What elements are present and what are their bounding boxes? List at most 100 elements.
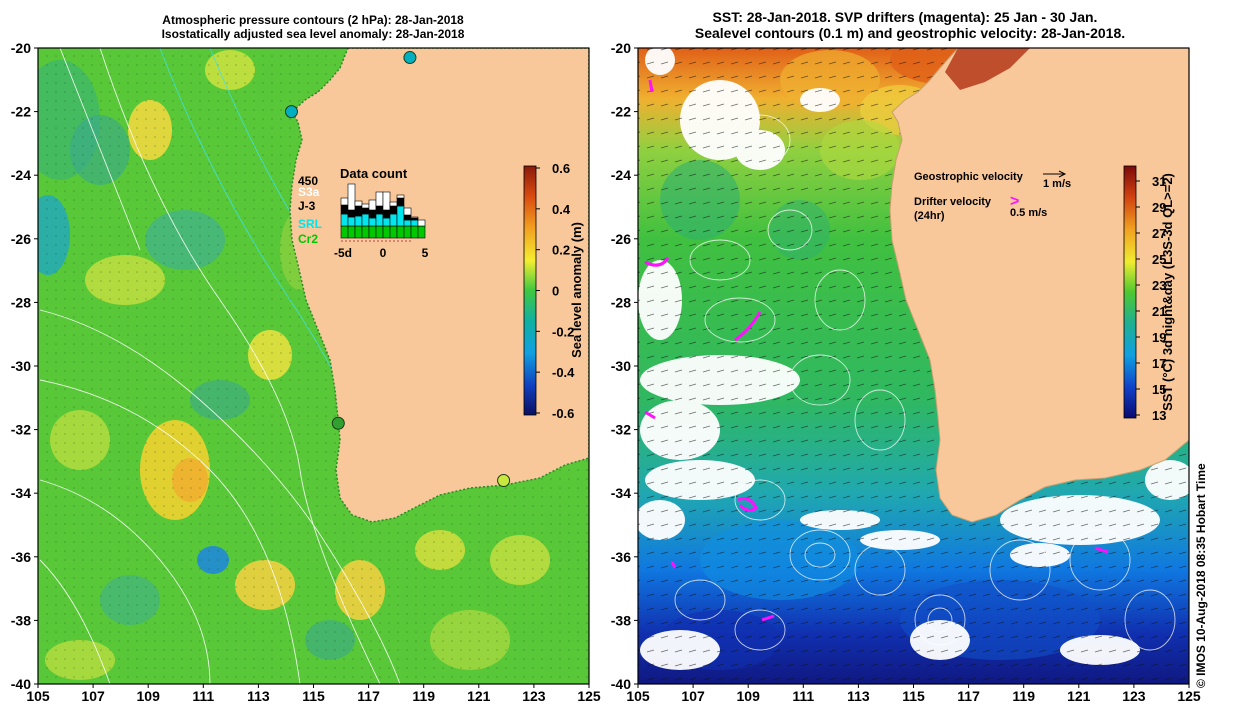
right-ytick-label: -32 — [611, 422, 631, 438]
left-xtick-label: 109 — [137, 688, 161, 704]
sst-colorbar-tick-label: 15 — [1152, 382, 1166, 397]
left-x-axis: 105 107 109 111 113 115 117 119 121 123 125 — [26, 684, 601, 704]
right-xtick-label: 109 — [737, 688, 761, 704]
right-ytick-label: -30 — [611, 358, 631, 374]
left-xtick-label: 111 — [192, 688, 214, 704]
geo-velocity-scale: 1 m/s — [1043, 178, 1071, 190]
left-ytick-label: -38 — [11, 612, 31, 628]
left-xtick-label: 107 — [81, 688, 105, 704]
data-count-xtick-1: 0 — [380, 246, 387, 260]
svp-drifter-tracks — [644, 79, 1109, 622]
right-map-area: Geostrophic velocity 1 m/s Drifter veloc… — [638, 48, 1189, 684]
australia-landmass-right — [889, 48, 1189, 523]
sst-colorbar-tick-label: 31 — [1152, 174, 1166, 189]
right-ytick-label: -34 — [611, 485, 631, 501]
tide-gauge-marker — [284, 105, 298, 119]
sst-colorbar-ticks: 31 29 27 25 23 21 19 17 15 13 — [1136, 174, 1166, 423]
left-ytick-label: -40 — [11, 676, 31, 692]
right-ytick-label: -24 — [611, 167, 631, 183]
sst-colorbar: 31 29 27 25 23 21 19 17 15 13 SST (°C) 3d night&d… — [1123, 165, 1175, 423]
sst-colorbar-tick-label: 25 — [1152, 252, 1166, 267]
tide-gauge-marker — [331, 416, 345, 430]
left-ytick-label: -30 — [11, 358, 31, 374]
right-xtick-label: 117 — [957, 688, 980, 704]
legend-j3: J-3 — [298, 199, 316, 213]
sla-colorbar-tick-label: 0.6 — [552, 161, 570, 176]
left-ytick-label: -24 — [11, 167, 31, 183]
left-xtick-label: 125 — [577, 688, 601, 704]
sla-colorbar: 0.6 0.4 0.2 0 -0.2 -0.4 -0.6 Sea level anomaly… — [523, 161, 584, 421]
right-xtick-label: 113 — [847, 688, 870, 704]
data-count-bars — [340, 183, 426, 239]
sla-colorbar-tick-label: -0.6 — [552, 406, 574, 421]
data-count-max: 450 — [298, 174, 318, 188]
data-count-inset: Data count 450 S3a J-3 SRL Cr2 — [298, 166, 429, 260]
geo-velocity-label: Geostrophic velocity — [914, 171, 1024, 183]
legend-srl: SRL — [298, 217, 322, 231]
right-xtick-label: 111 — [792, 688, 814, 704]
right-y-axis: -20 -22 -24 -26 -28 -30 -32 -34 -36 -38 -40 — [611, 40, 638, 692]
right-ytick-label: -26 — [611, 231, 631, 247]
left-xtick-label: 121 — [467, 688, 491, 704]
tide-gauge-marker — [497, 473, 511, 487]
australia-landmass — [289, 48, 589, 523]
tide-gauge-markers — [284, 51, 511, 487]
legend-cr2: Cr2 — [298, 232, 318, 246]
data-count-title: Data count — [340, 166, 408, 181]
left-xtick-label: 123 — [522, 688, 546, 704]
right-xtick-label: 105 — [626, 688, 650, 704]
left-panel: Atmospheric pressure contours (2 hPa): 2… — [11, 13, 601, 704]
legend-s3a: S3a — [298, 185, 320, 199]
left-ytick-label: -34 — [11, 485, 31, 501]
left-title-line1: Atmospheric pressure contours (2 hPa): 2… — [162, 13, 464, 27]
right-ytick-label: -38 — [611, 612, 631, 628]
sla-colorbar-ticks: 0.6 0.4 0.2 0 -0.2 -0.4 -0.6 — [536, 161, 575, 421]
sst-colorbar-label: SST (°C) 3d night&day (L3S-3d QL>=2) — [1160, 173, 1175, 411]
sea-level-contours — [674, 114, 1176, 651]
right-title-line2: Sealevel contours (0.1 m) and geostrophi… — [695, 25, 1125, 41]
sla-colorbar-tick-label: 0 — [552, 284, 559, 299]
left-ytick-label: -22 — [11, 104, 31, 120]
left-map-area: Data count 450 S3a J-3 SRL Cr2 — [38, 48, 589, 684]
left-ytick-label: -26 — [11, 231, 31, 247]
left-xtick-label: 113 — [247, 688, 270, 704]
right-title-line1: SST: 28-Jan-2018. SVP drifters (magenta)… — [713, 9, 1098, 25]
left-ytick-label: -36 — [11, 549, 31, 565]
right-ytick-label: -36 — [611, 549, 631, 565]
red-coast-region — [945, 48, 1030, 90]
left-xtick-label: 105 — [26, 688, 50, 704]
sla-colorbar-tick-label: -0.4 — [552, 365, 575, 380]
drifter-velocity-label: Drifter velocity — [914, 196, 992, 208]
sst-colorbar-tick-label: 17 — [1152, 356, 1166, 371]
sst-colorbar-tick-label: 19 — [1152, 330, 1166, 345]
sst-colorbar-tick-label: 21 — [1152, 304, 1166, 319]
left-ytick-label: -32 — [11, 422, 31, 438]
sla-colorbar-gradient — [523, 165, 537, 416]
tide-gauge-marker — [403, 51, 417, 65]
drifter-velocity-scale: 0.5 m/s — [1010, 207, 1047, 219]
drifter-velocity-sub: (24hr) — [914, 210, 945, 222]
sst-colorbar-tick-label: 29 — [1152, 200, 1166, 215]
velocity-legend: Geostrophic velocity 1 m/s Drifter veloc… — [914, 170, 1071, 222]
imos-credit: © IMOS 10-Aug-2018 08:35 Hobart Time — [1194, 463, 1208, 688]
right-xtick-label: 123 — [1122, 688, 1146, 704]
sst-colorbar-tick-label: 13 — [1152, 408, 1166, 423]
data-count-xtick-0: -5d — [334, 246, 352, 260]
right-panel: SST: 28-Jan-2018. SVP drifters (magenta)… — [611, 9, 1201, 704]
pressure-contours — [39, 48, 401, 684]
geo-velocity-arrowhead — [1058, 170, 1067, 178]
right-xtick-label: 115 — [902, 688, 925, 704]
right-xtick-label: 125 — [1177, 688, 1201, 704]
left-ytick-label: -28 — [11, 294, 31, 310]
sst-colorbar-tick-label: 23 — [1152, 278, 1166, 293]
right-xtick-label: 107 — [681, 688, 705, 704]
right-xtick-label: 119 — [1012, 688, 1035, 704]
left-xtick-label: 115 — [302, 688, 325, 704]
left-xtick-label: 119 — [412, 688, 435, 704]
left-xtick-label: 117 — [357, 688, 380, 704]
sla-colorbar-tick-label: 0.4 — [552, 202, 571, 217]
right-ytick-label: -40 — [611, 676, 631, 692]
sla-colorbar-label: Sea level anomaly (m) — [569, 222, 584, 358]
right-ytick-label: -28 — [611, 294, 631, 310]
sla-colorbar-tick-label: -0.2 — [552, 324, 574, 339]
